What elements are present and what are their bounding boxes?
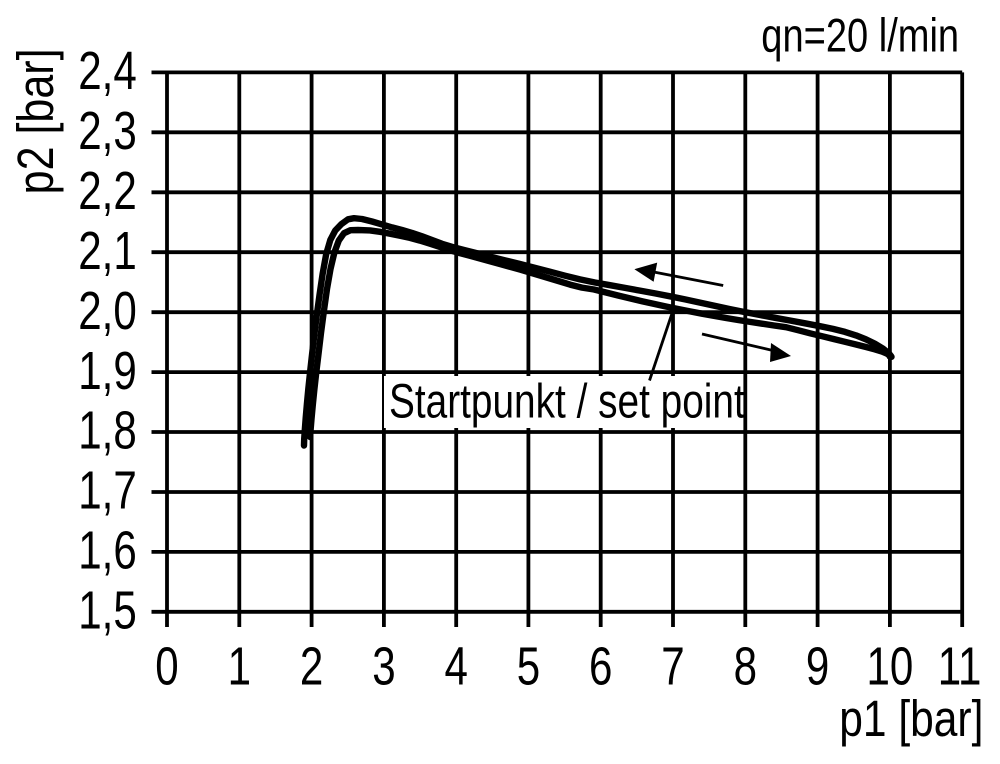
svg-text:2,4: 2,4 xyxy=(78,41,137,101)
svg-text:8: 8 xyxy=(734,636,757,696)
svg-text:1,5: 1,5 xyxy=(78,581,137,641)
svg-text:p2 [bar]: p2 [bar] xyxy=(7,48,64,194)
svg-text:2,2: 2,2 xyxy=(78,161,137,221)
svg-text:0: 0 xyxy=(155,636,178,696)
svg-text:6: 6 xyxy=(589,636,612,696)
svg-text:5: 5 xyxy=(517,636,540,696)
svg-text:p1 [bar]: p1 [bar] xyxy=(839,689,983,747)
svg-text:2,0: 2,0 xyxy=(78,281,137,341)
svg-text:10: 10 xyxy=(866,636,913,696)
svg-text:1,8: 1,8 xyxy=(78,401,137,461)
svg-text:1: 1 xyxy=(228,636,251,696)
svg-text:2: 2 xyxy=(300,636,323,696)
svg-text:2,3: 2,3 xyxy=(78,101,137,161)
svg-text:7: 7 xyxy=(661,636,684,696)
svg-text:4: 4 xyxy=(444,636,467,696)
svg-text:1,7: 1,7 xyxy=(78,461,137,521)
svg-text:9: 9 xyxy=(806,636,829,696)
svg-text:Startpunkt / set point: Startpunkt / set point xyxy=(389,374,745,428)
svg-text:11: 11 xyxy=(938,636,982,696)
svg-text:qn=20 l/min: qn=20 l/min xyxy=(761,10,959,63)
svg-text:1,9: 1,9 xyxy=(78,341,137,401)
svg-text:2,1: 2,1 xyxy=(78,221,137,281)
svg-text:1,6: 1,6 xyxy=(78,521,137,581)
svg-text:3: 3 xyxy=(372,636,395,696)
